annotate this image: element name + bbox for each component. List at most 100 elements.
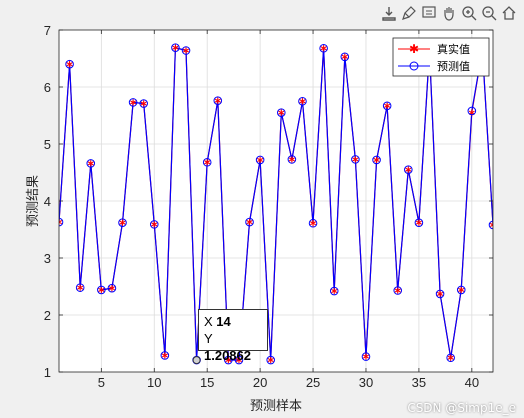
actual-point-marker bbox=[225, 356, 232, 364]
datatip-x-label: X bbox=[204, 314, 213, 329]
y-axis-label: 预测结果 bbox=[26, 175, 41, 227]
actual-point-marker bbox=[257, 156, 264, 164]
actual-point-marker bbox=[352, 156, 359, 163]
predicted-point-marker[interactable] bbox=[149, 220, 159, 229]
actual-point-marker bbox=[458, 286, 465, 294]
predicted-point-marker[interactable] bbox=[340, 52, 350, 62]
actual-point-marker bbox=[394, 287, 401, 294]
predicted-point-marker[interactable] bbox=[287, 155, 297, 164]
predicted-point-marker[interactable] bbox=[393, 286, 403, 295]
predicted-point-marker[interactable] bbox=[351, 155, 360, 164]
x-tick-label: 30 bbox=[359, 375, 373, 390]
predicted-point-marker[interactable] bbox=[298, 96, 307, 106]
x-tick-label: 20 bbox=[253, 375, 267, 390]
x-tick-label: 5 bbox=[98, 375, 105, 390]
predicted-point-marker[interactable] bbox=[245, 217, 254, 227]
predicted-point-marker[interactable] bbox=[276, 108, 286, 117]
predicted-point-marker[interactable] bbox=[97, 285, 106, 295]
predicted-point-marker[interactable] bbox=[319, 43, 328, 53]
actual-point-marker bbox=[87, 160, 94, 167]
actual-point-marker bbox=[415, 219, 422, 226]
predicted-point-marker[interactable] bbox=[308, 218, 318, 228]
legend[interactable]: ✱ 真实值 预测值 bbox=[392, 37, 490, 77]
actual-point-marker bbox=[77, 284, 84, 291]
datatip-selected-point[interactable] bbox=[192, 356, 201, 365]
predicted-point-marker[interactable] bbox=[160, 351, 170, 360]
predicted-point-marker[interactable] bbox=[86, 159, 96, 168]
legend-predicted-marker bbox=[409, 61, 419, 71]
predicted-point-marker[interactable] bbox=[266, 355, 276, 365]
x-tick-label: 25 bbox=[306, 375, 320, 390]
axis-ticks: 5 10 15 20 25 30 35 40 1 2 3 4 5 6 7 bbox=[44, 23, 493, 390]
predicted-point-marker[interactable] bbox=[329, 286, 339, 296]
predicted-point-marker[interactable] bbox=[107, 283, 117, 293]
zoom-out-icon[interactable] bbox=[480, 4, 498, 22]
predicted-point-marker[interactable] bbox=[181, 46, 191, 55]
actual-point-marker bbox=[204, 159, 211, 166]
predicted-point-marker[interactable] bbox=[488, 220, 497, 230]
actual-point-marker bbox=[161, 352, 168, 359]
predicted-point-marker[interactable] bbox=[65, 59, 74, 69]
predicted-point-marker[interactable] bbox=[202, 157, 212, 167]
predicted-point-marker[interactable] bbox=[467, 106, 477, 116]
predicted-point-marker[interactable] bbox=[446, 353, 455, 363]
actual-point-marker bbox=[119, 219, 126, 226]
predicted-point-marker[interactable] bbox=[234, 355, 244, 365]
actual-point-marker bbox=[437, 290, 444, 298]
actual-point-marker bbox=[130, 99, 137, 106]
predicted-point-marker[interactable] bbox=[435, 289, 445, 299]
watermark: CSDN @Simp1e_e bbox=[407, 401, 516, 415]
x-tick-label: 35 bbox=[412, 375, 426, 390]
datatip-box[interactable]: X 14 Y 1.20862 bbox=[198, 309, 268, 363]
predicted-point-marker[interactable] bbox=[382, 101, 392, 111]
y-tick-label: 3 bbox=[44, 251, 51, 266]
x-axis-label: 预测样本 bbox=[250, 399, 302, 414]
predicted-point-marker[interactable] bbox=[372, 155, 381, 165]
zoom-in-icon[interactable] bbox=[460, 4, 478, 22]
predicted-point-marker[interactable] bbox=[404, 165, 413, 174]
actual-point-marker bbox=[182, 47, 190, 54]
predicted-point-marker[interactable] bbox=[171, 43, 180, 52]
predicted-point-marker[interactable] bbox=[224, 355, 233, 365]
predicted-point-marker[interactable] bbox=[139, 99, 148, 108]
actual-point-marker bbox=[267, 356, 274, 364]
legend-box bbox=[392, 37, 490, 77]
legend-actual-marker: ✱ bbox=[409, 42, 419, 56]
predicted-point-marker[interactable] bbox=[118, 218, 127, 227]
actual-point-marker bbox=[310, 220, 317, 227]
actual-point-marker bbox=[151, 221, 158, 228]
datatip-icon[interactable] bbox=[420, 4, 438, 22]
predicted-point-marker[interactable] bbox=[255, 155, 265, 165]
home-icon[interactable] bbox=[500, 4, 518, 22]
actual-point-marker bbox=[405, 166, 412, 173]
actual-point-marker bbox=[278, 109, 285, 116]
y-tick-label: 4 bbox=[44, 194, 51, 209]
actual-point-marker bbox=[214, 97, 221, 104]
x-tick-label: 40 bbox=[465, 375, 479, 390]
actual-point-marker bbox=[59, 218, 63, 226]
actual-point-marker bbox=[288, 156, 295, 163]
y-tick-label: 5 bbox=[44, 137, 51, 152]
legend-actual-label: 真实值 bbox=[437, 42, 470, 56]
predicted-point-marker[interactable] bbox=[75, 283, 85, 292]
brush-icon[interactable] bbox=[400, 4, 418, 22]
legend-predicted-label: 预测值 bbox=[437, 60, 470, 73]
predicted-point-marker[interactable] bbox=[414, 218, 424, 227]
actual-point-marker bbox=[373, 156, 380, 164]
actual-point-marker bbox=[320, 45, 327, 52]
export-icon[interactable] bbox=[380, 4, 398, 22]
predicted-point-marker[interactable] bbox=[213, 96, 223, 105]
actual-point-marker bbox=[384, 102, 391, 110]
predicted-point-marker[interactable] bbox=[361, 352, 371, 361]
predicted-series-line bbox=[59, 46, 493, 361]
pan-hand-icon[interactable] bbox=[440, 4, 458, 22]
actual-point-marker bbox=[66, 61, 73, 68]
datatip-y-row: Y 1.20862 bbox=[204, 330, 262, 364]
actual-point-marker bbox=[299, 98, 306, 105]
y-tick-label: 2 bbox=[44, 308, 51, 323]
predicted-point-marker[interactable] bbox=[128, 98, 138, 107]
predicted-point-marker[interactable] bbox=[456, 285, 466, 295]
actual-point-marker bbox=[108, 285, 115, 292]
actual-point-marker bbox=[341, 53, 348, 60]
